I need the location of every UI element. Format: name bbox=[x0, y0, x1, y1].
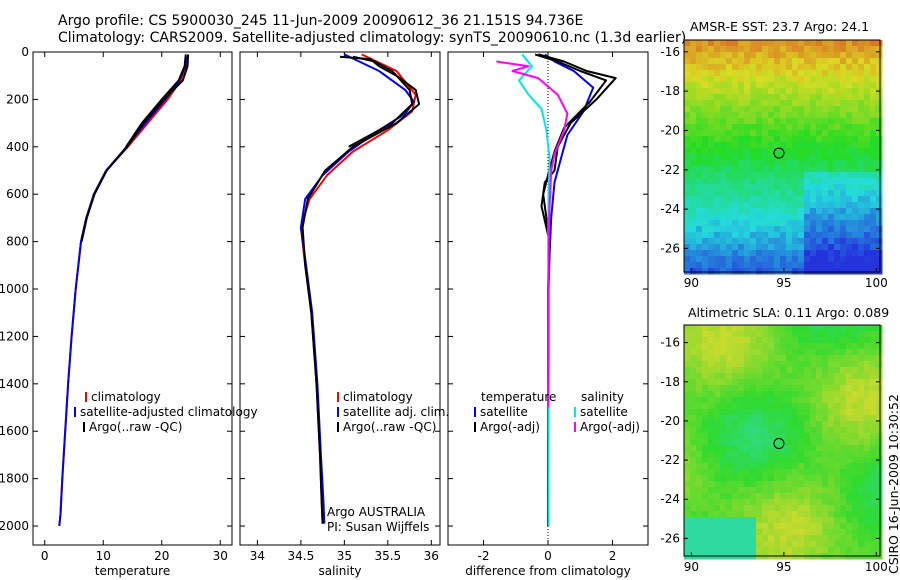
temperature-ytick-label: 1600 bbox=[0, 424, 29, 438]
difference-legend-temp-satellite: satellite bbox=[480, 405, 528, 419]
difference-x-axis-label: difference from climatology bbox=[465, 564, 631, 578]
sst_map-frame bbox=[683, 39, 881, 273]
difference-legend-temp-argo: Argo(-adj) bbox=[480, 420, 540, 434]
temperature-ytick-label: 400 bbox=[6, 140, 29, 154]
temperature-ytick-label: 600 bbox=[6, 187, 29, 201]
temperature-axes-frame bbox=[32, 51, 233, 546]
difference-xtick-label: 2 bbox=[609, 549, 617, 563]
sst_map-ytick-label: -20 bbox=[660, 123, 680, 137]
temperature-ytick-label: 0 bbox=[21, 45, 29, 59]
salinity-series-line bbox=[348, 55, 414, 148]
sst_map-argo-location-marker bbox=[773, 147, 785, 159]
sst_map-xtick-label: 90 bbox=[684, 276, 699, 290]
salinity-legend-satellite: satellite adj. clim. bbox=[343, 405, 449, 419]
temperature-ytick-label: 1800 bbox=[0, 472, 29, 486]
difference-series-line bbox=[534, 53, 608, 230]
temperature-series-line bbox=[125, 54, 187, 148]
temperature-x-axis-label: temperature bbox=[95, 564, 170, 578]
salinity-xtick-label: 34.5 bbox=[288, 549, 315, 563]
figure-title-line-1: Argo profile: CS 5900030_245 11-Jun-2009… bbox=[58, 13, 584, 29]
temperature-ytick-label: 2000 bbox=[0, 519, 29, 533]
salinity-annotation-argo-australia: Argo AUSTRALIA bbox=[327, 505, 426, 519]
sla_map-xtick-label: 90 bbox=[684, 560, 699, 574]
salinity-legend-climatology: climatology bbox=[343, 390, 413, 404]
temperature-legend-argo: Argo(..raw -QC) bbox=[89, 420, 182, 434]
sst_map-ytick-label: -24 bbox=[660, 202, 680, 216]
sla_map-xtick-label: 95 bbox=[776, 560, 791, 574]
sla_map-ytick-label: -24 bbox=[660, 492, 680, 506]
temperature-ytick-label: 800 bbox=[6, 235, 29, 249]
temperature-xtick-label: 0 bbox=[41, 549, 49, 563]
salinity-annotation-pi: PI: Susan Wijffels bbox=[327, 520, 429, 534]
salinity-axes-frame bbox=[239, 51, 441, 546]
sla-map-title: Altimetric SLA: 0.11 Argo: 0.089 bbox=[688, 305, 890, 320]
difference-xtick-label: -2 bbox=[477, 549, 489, 563]
sst_map-ytick-label: -16 bbox=[660, 45, 680, 59]
sla_map-argo-location-marker bbox=[773, 437, 785, 449]
temperature-xtick-label: 30 bbox=[213, 549, 228, 563]
difference-xtick-label: 0 bbox=[544, 549, 552, 563]
difference-series-line bbox=[496, 60, 569, 408]
sst_map-colour-field bbox=[684, 40, 883, 275]
temperature-xtick-label: 10 bbox=[96, 549, 111, 563]
temperature-ytick-label: 200 bbox=[6, 92, 29, 106]
difference-legend-sal-argo: Argo(-adj) bbox=[580, 420, 640, 434]
sst-map-title: AMSR-E SST: 23.7 Argo: 24.1 bbox=[690, 19, 870, 34]
salinity-xtick-label: 35.5 bbox=[374, 549, 401, 563]
salinity-xtick-label: 36 bbox=[424, 549, 439, 563]
sst_map-ytick-label: -22 bbox=[660, 163, 680, 177]
salinity-series-line bbox=[299, 53, 417, 524]
temperature-series-line bbox=[58, 56, 188, 527]
sla_map-xtick-label: 100 bbox=[865, 560, 888, 574]
salinity-xtick-label: 34 bbox=[250, 549, 265, 563]
sla_map-ytick-label: -22 bbox=[660, 453, 680, 467]
difference-legend-salinity-title: salinity bbox=[581, 390, 624, 404]
sst_map-xtick-label: 100 bbox=[865, 276, 888, 290]
difference-legend-sal-satellite: satellite bbox=[580, 405, 628, 419]
temperature-series-line bbox=[80, 54, 190, 242]
temperature-legend-climatology: climatology bbox=[91, 390, 161, 404]
difference-series-line bbox=[538, 53, 617, 526]
temperature-ytick-label: 1400 bbox=[0, 377, 29, 391]
sla_map-ytick-label: -16 bbox=[660, 336, 680, 350]
temperature-series-line bbox=[58, 56, 188, 527]
sla_map-frame bbox=[683, 324, 881, 557]
salinity-x-axis-label: salinity bbox=[318, 564, 361, 578]
sla_map-ytick-label: -20 bbox=[660, 414, 680, 428]
temperature-xtick-label: 20 bbox=[154, 549, 169, 563]
salinity-series-line bbox=[299, 53, 415, 524]
temperature-legend-satellite: satellite-adjusted climatology bbox=[80, 405, 258, 419]
sla_map-ytick-label: -26 bbox=[660, 531, 680, 545]
difference-legend-temperature-title: temperature bbox=[481, 390, 556, 404]
sla_map-colour-field bbox=[684, 325, 883, 560]
salinity-legend-argo: Argo(..raw -QC) bbox=[343, 420, 436, 434]
sst_map-ytick-label: -26 bbox=[660, 241, 680, 255]
figure-title-line-2: Climatology: CARS2009. Satellite-adjuste… bbox=[58, 30, 687, 46]
temperature-ytick-label: 1000 bbox=[0, 282, 29, 296]
difference-series-line bbox=[518, 53, 551, 527]
salinity-series-line bbox=[301, 55, 421, 524]
sst_map-ytick-label: -18 bbox=[660, 84, 680, 98]
temperature-ytick-label: 1200 bbox=[0, 329, 29, 343]
sla_map-ytick-label: -18 bbox=[660, 375, 680, 389]
sst_map-xtick-label: 95 bbox=[776, 276, 791, 290]
salinity-xtick-label: 35 bbox=[337, 549, 352, 563]
